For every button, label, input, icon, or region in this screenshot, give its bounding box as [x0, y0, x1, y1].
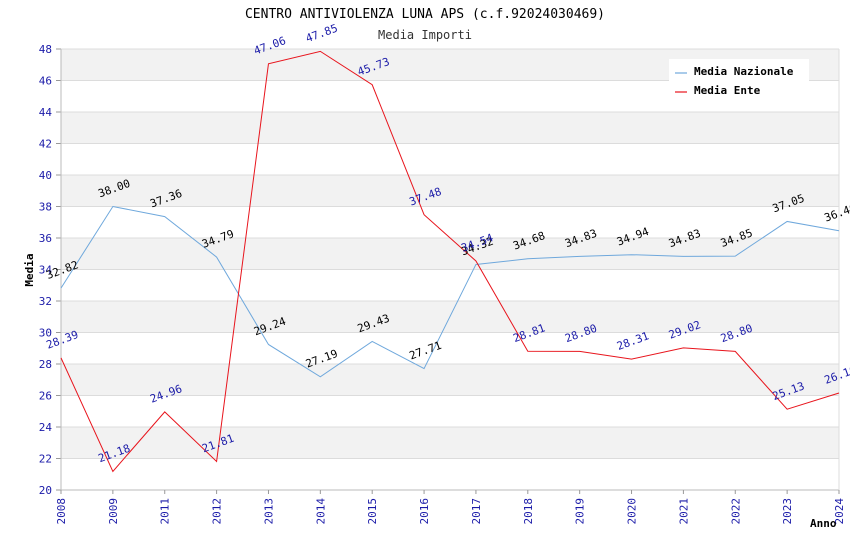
grid-band [61, 238, 839, 270]
grid-band [61, 364, 839, 396]
y-tick-label: 24 [39, 421, 53, 434]
y-tick-label: 30 [39, 327, 52, 340]
legend-label-media-ente: Media Ente [694, 84, 761, 97]
x-tick-label: 2022 [729, 498, 742, 525]
series-lines [60, 50, 840, 473]
x-tick-label: 2021 [677, 498, 690, 525]
x-tick-label: 2013 [262, 498, 275, 525]
y-tick-labels: 20 22 24 26 28 30 32 34 36 38 40 42 44 46 48 [39, 43, 53, 497]
x-tick-label: 2016 [418, 498, 431, 525]
y-tick-label: 36 [39, 232, 52, 245]
x-tick-label: 2009 [107, 498, 120, 525]
data-label-media-ente: 47.85 [304, 22, 340, 46]
chart-subtitle: Media Importi [378, 28, 472, 42]
y-tick-label: 20 [39, 484, 52, 497]
x-tick-label: 2023 [781, 498, 794, 525]
y-tick-label: 28 [39, 358, 52, 371]
data-label-media-nazionale: 27.71 [408, 339, 444, 363]
y-tick-label: 22 [39, 453, 52, 466]
x-tick-label: 2017 [470, 498, 483, 525]
grid-band [61, 112, 839, 144]
x-tick-label: 2020 [626, 498, 639, 525]
x-tick-label: 2014 [314, 498, 327, 525]
x-tick-label: 2019 [574, 498, 587, 525]
legend: Media Nazionale Media Ente [669, 59, 809, 101]
background-bands [61, 49, 839, 459]
y-tick-label: 26 [39, 390, 52, 403]
axes [56, 48, 840, 494]
grid-band [61, 427, 839, 459]
x-tick-label: 2012 [211, 498, 224, 525]
series-line-media-nazionale [60, 205, 840, 378]
y-tick-label: 44 [39, 106, 53, 119]
x-tick-label: 2024 [833, 498, 846, 525]
legend-box [669, 59, 809, 101]
x-tick-labels: 2008 2009 2011 2012 2013 2014 2015 2016 2017 2018… [55, 498, 846, 525]
y-tick-label: 38 [39, 201, 52, 214]
x-axis-label: Anno [810, 517, 837, 530]
y-tick-label: 42 [39, 138, 52, 151]
grid-band [61, 175, 839, 207]
legend-label-media-nazionale: Media Nazionale [694, 65, 794, 78]
y-axis-label: Media [23, 253, 36, 286]
y-tick-label: 40 [39, 169, 52, 182]
y-tick-label: 34 [39, 264, 53, 277]
x-tick-label: 2015 [366, 498, 379, 525]
x-tick-label: 2018 [522, 498, 535, 525]
x-tick-label: 2011 [159, 498, 172, 525]
y-tick-label: 32 [39, 295, 52, 308]
y-tick-label: 48 [39, 43, 52, 56]
chart-title: CENTRO ANTIVIOLENZA LUNA APS (c.f.920240… [245, 7, 605, 22]
x-tick-label: 2008 [55, 498, 68, 525]
y-tick-label: 46 [39, 75, 52, 88]
series-line-media-ente [60, 50, 840, 473]
